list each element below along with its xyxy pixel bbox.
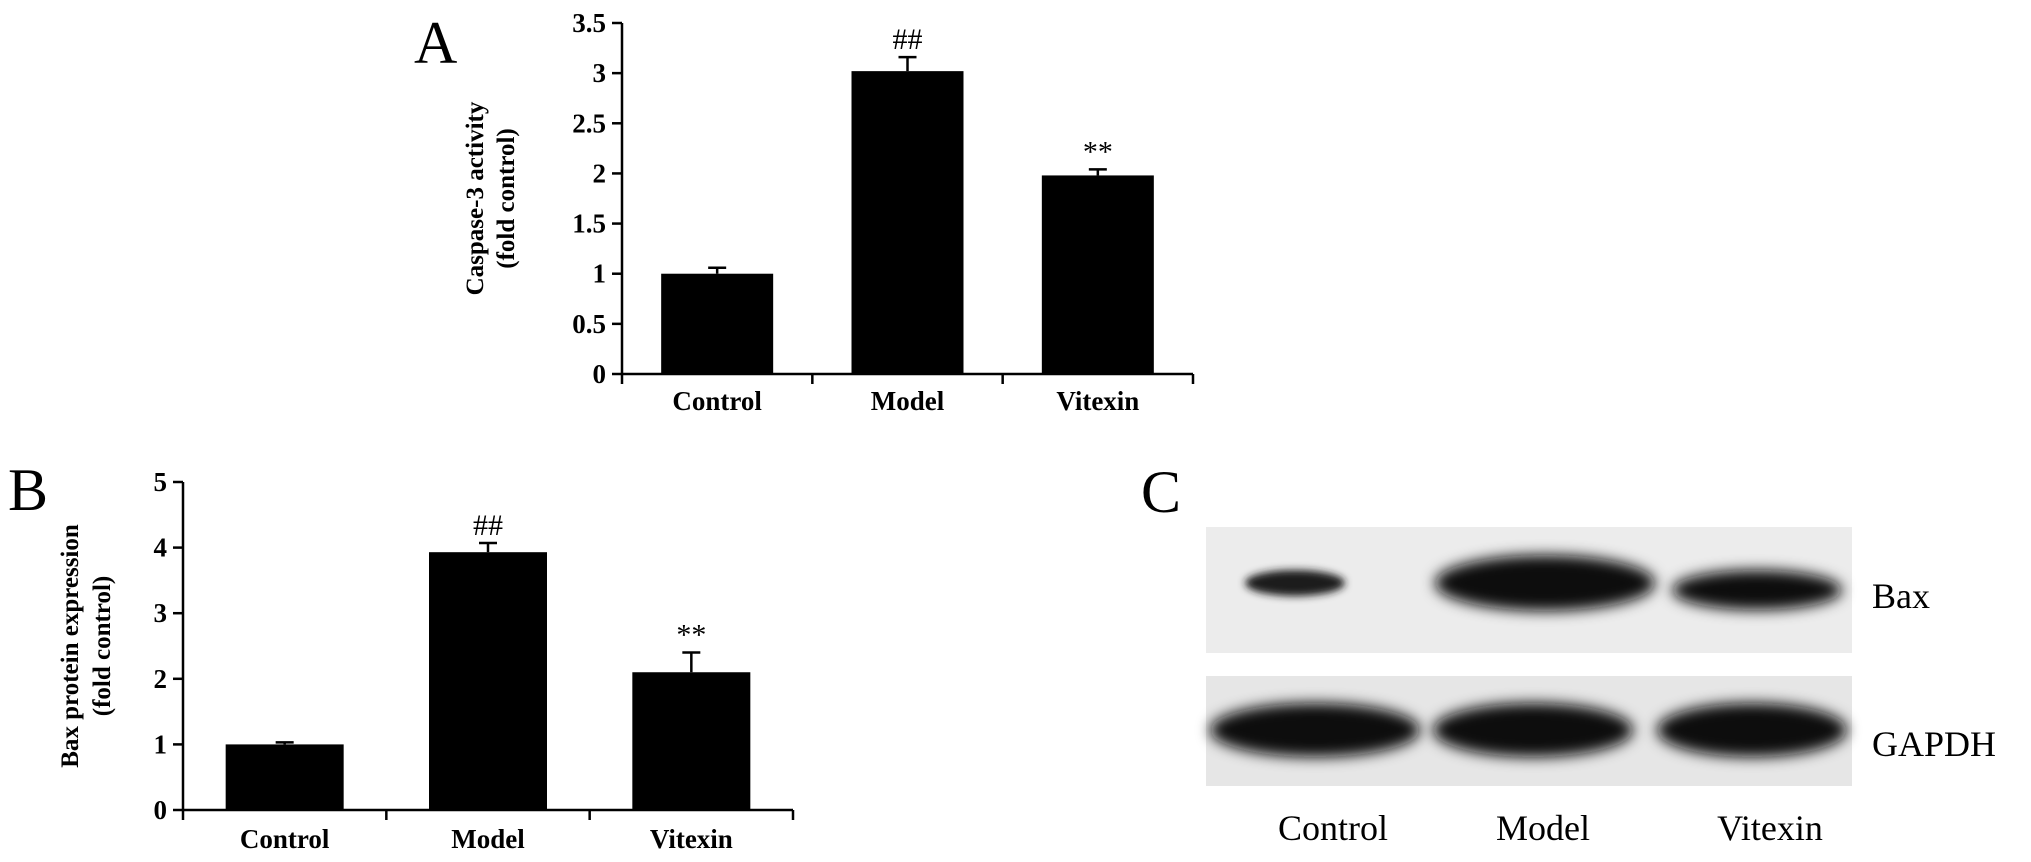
panel-a-chart: A 0 0.5 1 1.5 2 2.5 3 3.5 Caspase-3 activity (fol… bbox=[414, 8, 1195, 416]
chart-a-y-tick-label: 1 bbox=[593, 259, 607, 289]
blot-row-label-gapdh: GAPDH bbox=[1872, 724, 1996, 764]
chart-b-bar-control bbox=[225, 744, 344, 810]
panel-b-letter: B bbox=[8, 457, 48, 523]
chart-b-y-tick-label: 5 bbox=[154, 467, 168, 497]
chart-b-significance-marker: ** bbox=[676, 619, 706, 652]
chart-b-y-tick-label: 2 bbox=[154, 664, 168, 694]
chart-a-significance-marker: ** bbox=[1083, 135, 1113, 168]
blot-lane-label-control: Control bbox=[1278, 808, 1388, 848]
chart-a-category-label: Control bbox=[672, 386, 762, 416]
chart-a-category-label: Vitexin bbox=[1056, 386, 1139, 416]
chart-b-significance-marker: ## bbox=[473, 509, 503, 542]
gapdh-band-model bbox=[1433, 703, 1633, 757]
chart-a-significance-marker: ## bbox=[893, 23, 923, 56]
gapdh-band-control bbox=[1210, 703, 1420, 757]
chart-a-category-label: Model bbox=[871, 386, 945, 416]
panel-c-western-blot: C Bax GAPDH Control Model Vitexin bbox=[1141, 459, 1996, 848]
chart-b-y-tick-label: 0 bbox=[154, 795, 168, 825]
chart-b-category-label: Model bbox=[451, 824, 525, 854]
chart-a-y-tick-label: 2.5 bbox=[572, 108, 606, 138]
chart-b-y-tick-label: 4 bbox=[154, 533, 168, 563]
blot-row-label-bax: Bax bbox=[1872, 576, 1930, 616]
chart-a-y-axis-label: Caspase-3 activity bbox=[462, 101, 489, 295]
chart-a-y-tick-label: 2 bbox=[593, 158, 607, 188]
blot-lane-label-model: Model bbox=[1496, 808, 1590, 848]
chart-a-y-tick-label: 3.5 bbox=[572, 8, 606, 38]
chart-a-bar-vitexin bbox=[1041, 175, 1154, 374]
panel-a-letter: A bbox=[414, 10, 457, 76]
panel-c-letter: C bbox=[1141, 459, 1181, 525]
bax-band-control bbox=[1245, 570, 1345, 596]
chart-b-category-label: Vitexin bbox=[650, 824, 733, 854]
chart-a-y-tick-label: 0 bbox=[593, 359, 607, 389]
chart-b-bar-vitexin bbox=[632, 672, 751, 810]
bax-band-vitexin bbox=[1672, 570, 1842, 610]
gapdh-blot-strip bbox=[1206, 676, 1852, 786]
chart-b-y-tick-label: 3 bbox=[154, 598, 168, 628]
chart-b-y-axis-label: (fold control) bbox=[89, 576, 116, 717]
chart-a-bar-control bbox=[661, 273, 774, 374]
bax-blot-strip bbox=[1206, 527, 1852, 653]
chart-a-y-tick-label: 1.5 bbox=[572, 209, 606, 239]
chart-b-bar-model bbox=[429, 552, 547, 810]
chart-a-y-tick-label: 0.5 bbox=[572, 309, 606, 339]
panel-b-chart: B 0 1 2 3 4 5 Bax protein expression (fold cont… bbox=[8, 457, 795, 854]
chart-b-y-tick-label: 1 bbox=[154, 729, 168, 759]
chart-b-category-label: Control bbox=[240, 824, 330, 854]
chart-a-bar-model bbox=[851, 71, 964, 374]
blot-lane-label-vitexin: Vitexin bbox=[1717, 808, 1823, 848]
chart-b-y-axis-label: Bax protein expression bbox=[57, 524, 84, 768]
chart-a-y-tick-label: 3 bbox=[593, 58, 607, 88]
chart-a-y-axis-label: (fold control) bbox=[493, 128, 520, 269]
bax-band-model bbox=[1435, 555, 1655, 611]
gapdh-band-vitexin bbox=[1657, 703, 1847, 757]
